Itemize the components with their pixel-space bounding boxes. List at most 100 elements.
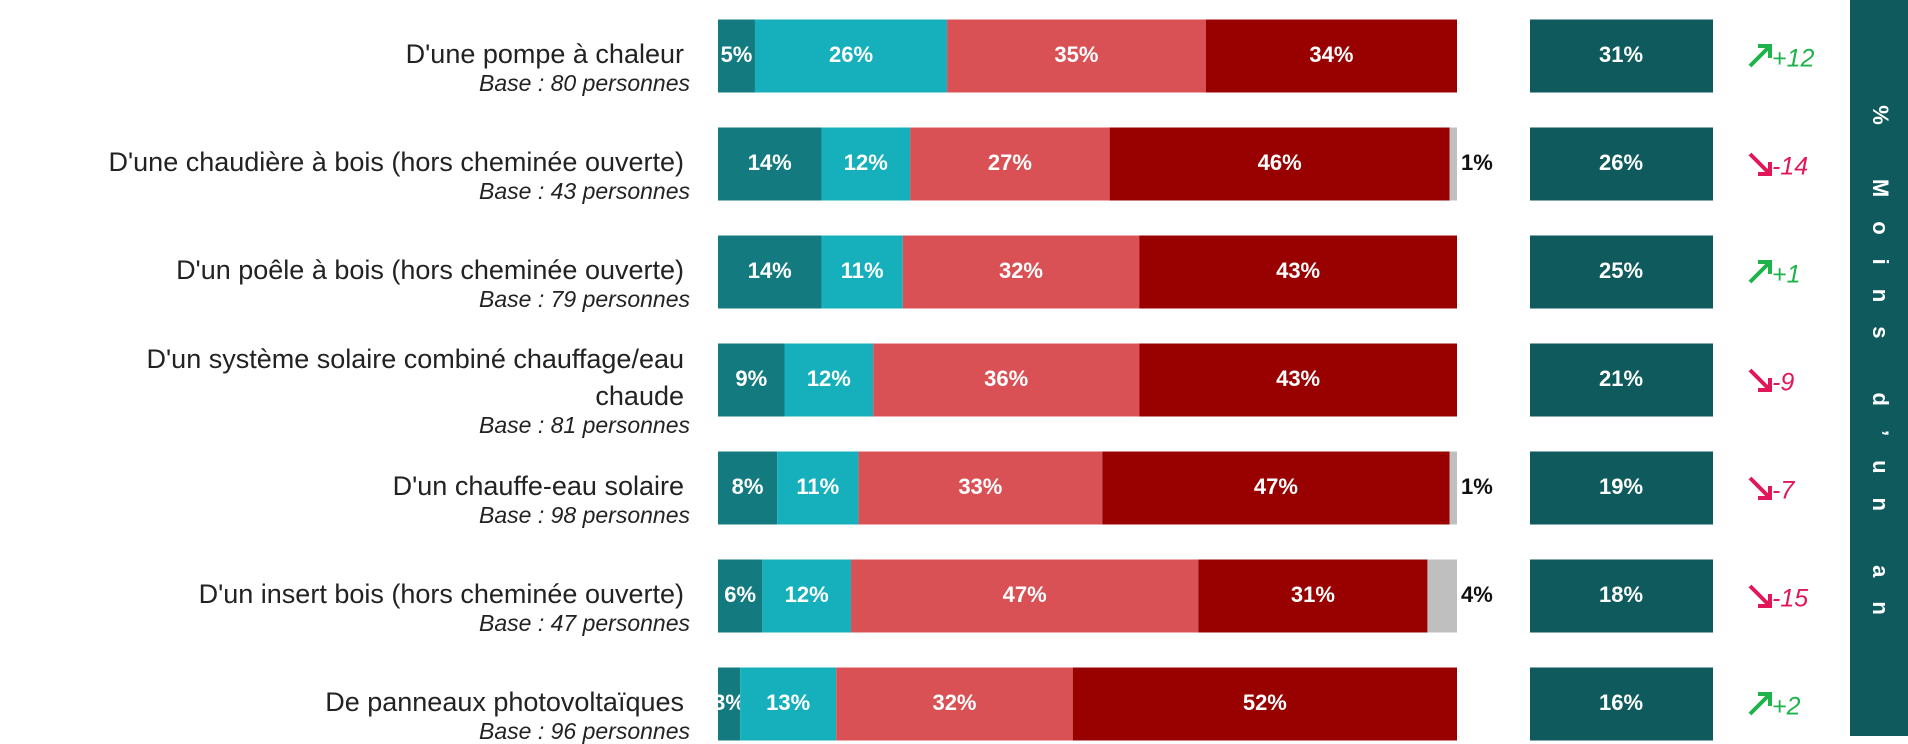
data-label: 27% <box>988 150 1032 175</box>
category-label: D'un insert bois (hors cheminée ouverte) <box>199 579 684 609</box>
trend-arrow <box>1748 692 1772 716</box>
data-label: 13% <box>766 690 810 715</box>
data-label: 26% <box>829 42 873 67</box>
bar-segment <box>836 667 1073 741</box>
bar-segment <box>1198 559 1428 633</box>
base-label: Base : 47 personnes <box>479 610 690 636</box>
total-label: 19% <box>1599 474 1643 499</box>
side-band <box>1850 0 1908 736</box>
base-label: Base : 43 personnes <box>479 178 690 204</box>
bar-segment <box>947 19 1206 93</box>
bar-segment <box>858 451 1103 525</box>
data-label: 35% <box>1054 42 1098 67</box>
data-label: 6% <box>724 582 756 607</box>
trend-arrow <box>1748 152 1772 176</box>
total-label: 25% <box>1599 258 1643 283</box>
base-label: Base : 98 personnes <box>479 502 690 528</box>
bar-segment <box>1102 451 1450 525</box>
total-box <box>1530 19 1713 93</box>
data-label: 14% <box>748 258 792 283</box>
bar-segment <box>1109 127 1450 201</box>
total-label: 21% <box>1599 366 1643 391</box>
bar-segment <box>851 559 1199 633</box>
data-label: 12% <box>785 582 829 607</box>
bar-segment <box>718 343 785 417</box>
data-label: 5% <box>721 42 753 67</box>
bar-segment <box>821 235 903 309</box>
change-label: -14 <box>1772 153 1808 181</box>
data-label: 43% <box>1276 258 1320 283</box>
bar-segment <box>1449 127 1457 201</box>
data-label: 1% <box>1461 150 1493 175</box>
trend-arrow <box>1748 260 1772 284</box>
data-label: 32% <box>932 690 976 715</box>
data-label: 47% <box>1003 582 1047 607</box>
bar-segment <box>718 559 763 633</box>
bar-segment <box>718 451 778 525</box>
change-label: +2 <box>1772 693 1801 721</box>
side-label: % Moins d’un an <box>1868 105 1893 639</box>
data-label: 11% <box>796 474 839 499</box>
data-label: 36% <box>984 366 1028 391</box>
bar-segment <box>1139 235 1457 309</box>
data-label: 11% <box>841 258 884 283</box>
category-label: D'un poêle à bois (hors cheminée ouverte… <box>176 255 684 285</box>
base-label: Base : 79 personnes <box>479 286 690 312</box>
bar-segment <box>910 127 1110 201</box>
total-label: 31% <box>1599 42 1643 67</box>
total-box <box>1530 235 1713 309</box>
data-label: 9% <box>735 366 767 391</box>
data-label: 12% <box>844 150 888 175</box>
data-label: 3% <box>713 690 745 715</box>
data-label: 47% <box>1254 474 1298 499</box>
bar-segment <box>718 19 755 93</box>
bar-segment <box>1205 19 1457 93</box>
bar-segment <box>718 127 822 201</box>
total-box <box>1530 559 1713 633</box>
data-label: 32% <box>999 258 1043 283</box>
bar-segment <box>1427 559 1457 633</box>
data-label: 46% <box>1258 150 1302 175</box>
trend-arrow <box>1748 368 1772 392</box>
data-label: 8% <box>732 474 764 499</box>
data-label: 4% <box>1461 582 1493 607</box>
change-label: +1 <box>1772 261 1801 289</box>
data-label: 12% <box>807 366 851 391</box>
change-label: -15 <box>1772 585 1808 613</box>
bar-segment <box>873 343 1140 417</box>
bar-segment <box>1139 343 1457 417</box>
bar-segment <box>754 19 948 93</box>
data-label: 43% <box>1276 366 1320 391</box>
category-label: D'un système solaire combiné chauffage/e… <box>147 344 684 411</box>
data-label: 1% <box>1461 474 1493 499</box>
category-label: D'une pompe à chaleur <box>406 39 684 69</box>
base-label: Base : 80 personnes <box>479 70 690 96</box>
bar-segment <box>784 343 874 417</box>
change-label: -9 <box>1772 369 1794 397</box>
trend-arrow <box>1748 476 1772 500</box>
data-label: 33% <box>958 474 1002 499</box>
data-label: 14% <box>748 150 792 175</box>
bar-segment <box>718 667 741 741</box>
total-box <box>1530 451 1713 525</box>
change-label: -7 <box>1772 477 1795 505</box>
total-label: 16% <box>1599 690 1643 715</box>
data-label: 34% <box>1309 42 1353 67</box>
total-box <box>1530 343 1713 417</box>
data-label: 31% <box>1291 582 1335 607</box>
category-label: D'une chaudière à bois (hors cheminée ou… <box>109 147 684 177</box>
bar-segment <box>762 559 852 633</box>
total-label: 18% <box>1599 582 1643 607</box>
bar-segment <box>740 667 837 741</box>
base-label: Base : 96 personnes <box>479 718 690 744</box>
bar-segment <box>821 127 911 201</box>
base-label: Base : 81 personnes <box>479 412 690 438</box>
category-label: De panneaux photovoltaïques <box>325 687 684 717</box>
data-label: 52% <box>1243 690 1287 715</box>
total-box <box>1530 127 1713 201</box>
trend-arrow <box>1748 44 1772 68</box>
trend-arrow <box>1748 584 1772 608</box>
bar-segment <box>902 235 1140 309</box>
bar-segment <box>1072 667 1457 741</box>
total-box <box>1530 667 1713 741</box>
